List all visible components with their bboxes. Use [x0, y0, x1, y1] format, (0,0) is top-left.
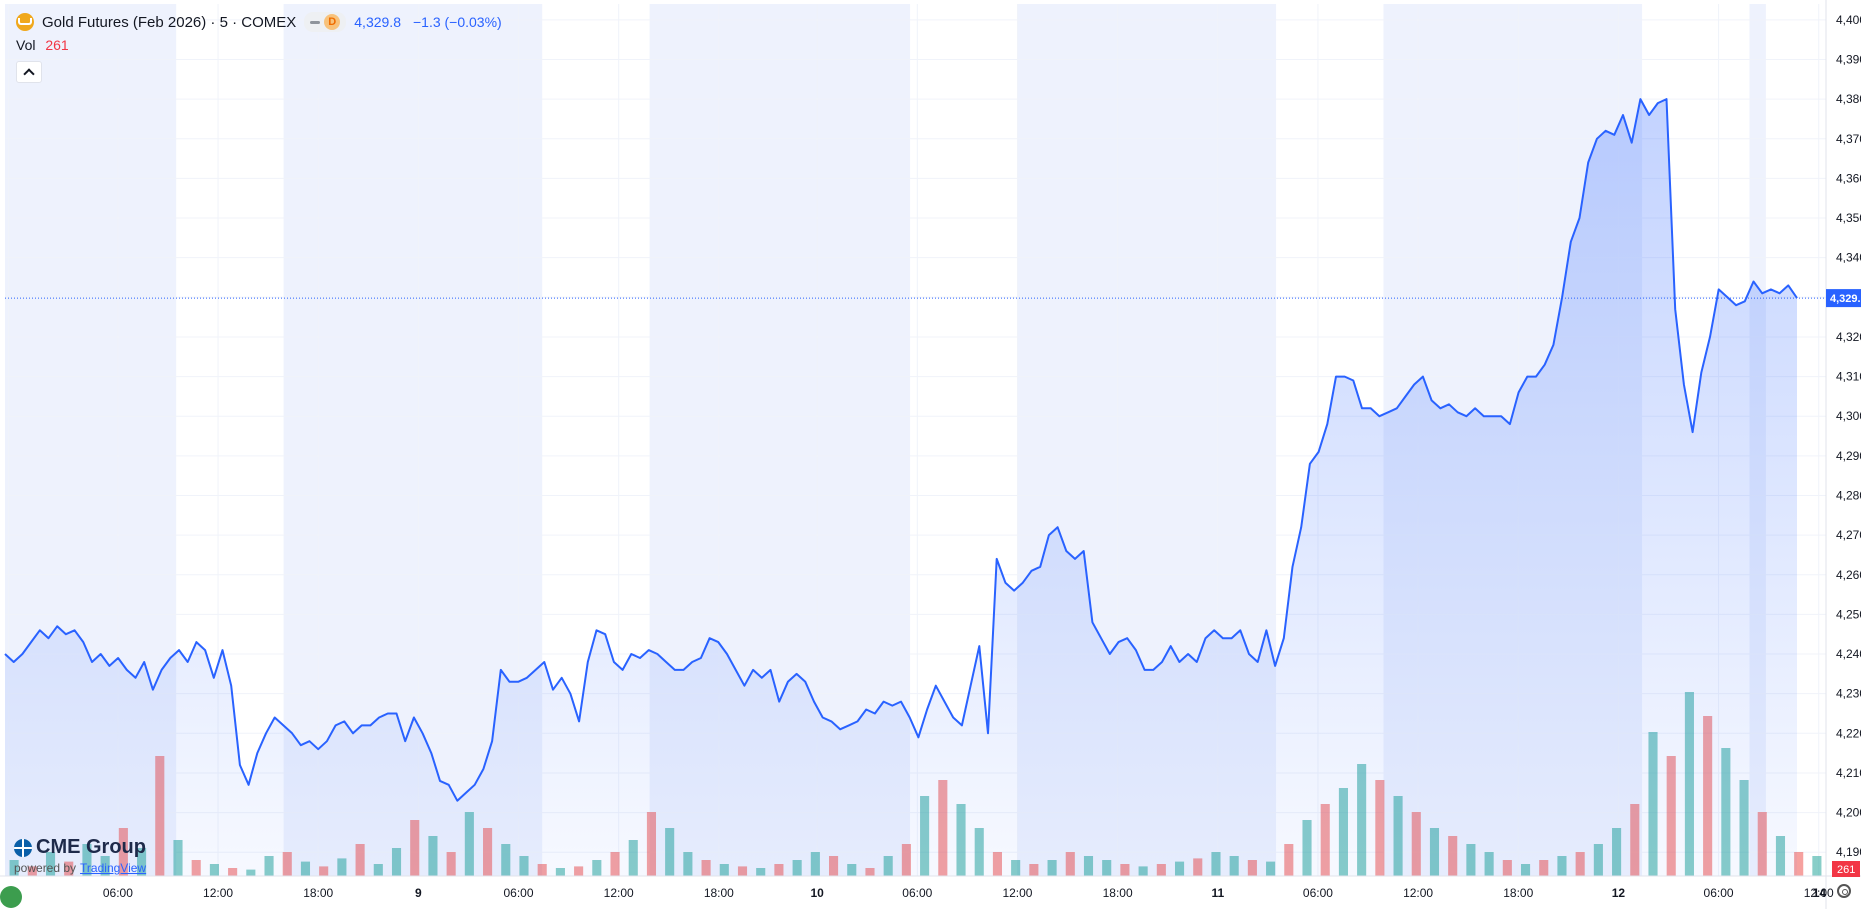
volume-label: Vol: [16, 37, 36, 53]
y-axis: 4,190.0 4,200.0 4,210.0 4,220.0 4,230.0 4,240…: [1825, 0, 1861, 909]
y-tick-label: 4,240.0: [1836, 647, 1861, 661]
cme-logo[interactable]: CME Group: [14, 836, 146, 859]
price-markers: 4,329.8 261: [5, 289, 1861, 877]
volume-legend[interactable]: Vol 261: [16, 37, 69, 53]
symbol-title[interactable]: Gold Futures (Feb 2026) · 5 · COMEX: [42, 13, 297, 31]
volume-bar: [1794, 852, 1804, 876]
y-tick-label: 4,290.0: [1836, 449, 1861, 463]
volume-bar: [1812, 856, 1822, 876]
y-tick-label: 4,190.0: [1836, 845, 1861, 859]
y-tick-label: 4,250.0: [1836, 607, 1861, 621]
x-tick-label: 18:00: [704, 886, 734, 900]
y-tick-label: 4,380.0: [1836, 92, 1861, 106]
x-tick-label: 06:00: [902, 886, 932, 900]
y-tick-label: 4,230.0: [1836, 687, 1861, 701]
y-tick-label: 4,390.0: [1836, 52, 1861, 66]
y-tick-label: 4,360.0: [1836, 171, 1861, 185]
price-area: [4, 98, 1798, 877]
x-tick-label: 06:00: [103, 886, 133, 900]
last-price: 4,329.8: [354, 14, 401, 30]
x-tick-label: 06:00: [1704, 886, 1734, 900]
y-tick-label: 4,280.0: [1836, 488, 1861, 502]
minus-icon: [310, 20, 321, 24]
x-tick-label: 10: [810, 886, 824, 900]
symbol-legend[interactable]: Gold Futures (Feb 2026) · 5 · COMEX D 4,…: [16, 12, 502, 32]
indicator-badge[interactable]: D: [304, 12, 347, 32]
powered-by-label: powered by: [14, 861, 77, 875]
x-tick-label: 12:00: [203, 886, 233, 900]
y-tick-label: 4,310.0: [1836, 370, 1861, 384]
volume-tag-label: 261: [1837, 864, 1855, 876]
y-tick-label: 4,220.0: [1836, 726, 1861, 740]
x-tick-label: 12:00: [1403, 886, 1433, 900]
x-tick-label: 14: [1813, 886, 1827, 900]
x-tick-label: 18:00: [1103, 886, 1133, 900]
x-tick-label: 06:00: [1303, 886, 1333, 900]
y-tick-label: 4,300.0: [1836, 409, 1861, 423]
volume-value: 261: [45, 37, 69, 53]
corner-status-icon[interactable]: [0, 886, 22, 908]
powered-by[interactable]: powered by TradingView: [14, 861, 146, 875]
y-tick-label: 4,400.0: [1836, 13, 1861, 27]
x-tick-label: 18:00: [1503, 886, 1533, 900]
price-area-fill: [5, 99, 1797, 877]
settings-icon[interactable]: [1837, 884, 1851, 898]
x-tick-label: 12:00: [1804, 886, 1834, 900]
x-tick-label: 12:00: [1002, 886, 1032, 900]
y-tick-label: 4,370.0: [1836, 132, 1861, 146]
x-tick-label: 9: [415, 886, 422, 900]
volume-tag: [1832, 861, 1860, 877]
x-axis: 806:0012:0018:00906:0012:0018:001006:001…: [0, 875, 1861, 900]
last-price-tag: [1826, 289, 1861, 308]
globe-icon: [14, 838, 32, 857]
y-tick-label: 4,200.0: [1836, 806, 1861, 820]
x-tick-label: 11: [1211, 886, 1224, 900]
collapse-legend-button[interactable]: [16, 61, 42, 83]
y-tick-label: 4,260.0: [1836, 568, 1861, 582]
y-tick-label: 4,340.0: [1836, 251, 1861, 265]
price-change: −1.3 (−0.03%): [412, 14, 502, 30]
y-tick-label: 4,320.0: [1836, 330, 1861, 344]
y-tick-label: 4,270.0: [1836, 528, 1861, 542]
x-tick-label: 12:00: [604, 886, 634, 900]
x-tick-label: 12: [1612, 886, 1626, 900]
gold-coin-icon: [16, 13, 34, 31]
y-tick-label: 4,210.0: [1836, 766, 1861, 780]
branding[interactable]: CME Group powered by TradingView: [14, 836, 146, 875]
x-tick-label: 18:00: [303, 886, 333, 900]
indicator-badge-label: D: [324, 14, 341, 30]
tradingview-link[interactable]: TradingView: [80, 861, 147, 875]
x-tick-label: 06:00: [504, 886, 534, 900]
y-tick-label: 4,350.0: [1836, 211, 1861, 225]
chevron-up-icon: [23, 68, 35, 80]
price-line: [4, 98, 1798, 802]
last-price-label: 4,329.8: [1830, 293, 1861, 305]
brand-name: CME Group: [36, 836, 146, 858]
